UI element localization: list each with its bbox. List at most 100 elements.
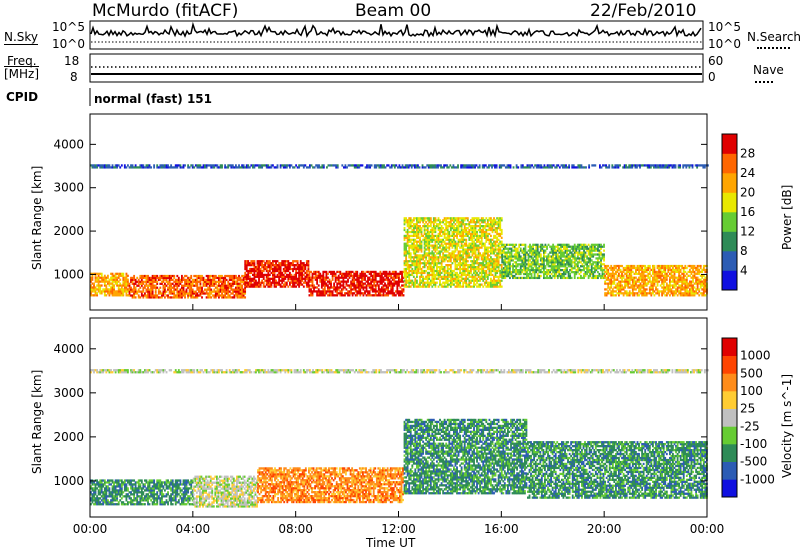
echo-cell — [529, 255, 531, 258]
echo-cell — [586, 272, 589, 276]
echo-cell — [506, 269, 508, 272]
echo-cell — [428, 285, 431, 288]
echo-cell — [652, 266, 654, 270]
echo-cell — [348, 294, 351, 297]
echo-cell — [471, 262, 474, 265]
echo-cell — [185, 274, 188, 278]
echo-cell — [457, 217, 460, 220]
echo-cell — [494, 219, 497, 222]
echo-cell — [432, 252, 435, 255]
echo-cell — [645, 278, 648, 281]
echo-cell — [290, 273, 293, 277]
echo-cell — [405, 277, 408, 280]
echo-cell — [156, 276, 159, 280]
echo-cell — [256, 264, 259, 267]
echo-cell — [436, 262, 438, 265]
echo-cell — [131, 282, 134, 285]
echo-cell — [125, 284, 128, 287]
echo-cell — [566, 259, 568, 262]
echo-cell — [593, 243, 596, 246]
echo-cell — [310, 292, 312, 295]
echo-cell — [513, 276, 516, 280]
echo-cell — [320, 286, 323, 289]
echo-cell — [429, 281, 432, 284]
echo-cell — [485, 258, 488, 261]
echo-cell — [607, 290, 610, 293]
echo-cell — [432, 244, 435, 247]
echo-cell — [445, 285, 448, 288]
echo-cell — [440, 221, 443, 224]
echo-cell — [436, 273, 438, 277]
echo-cell — [406, 219, 409, 222]
echo-cell — [113, 280, 115, 283]
echo-cell — [299, 273, 302, 277]
echo-cell — [384, 270, 386, 274]
echo-cell — [576, 257, 579, 260]
echo-cell — [276, 264, 279, 267]
echo-cell — [529, 271, 531, 274]
echo-cell — [90, 292, 92, 295]
echo-cell — [409, 227, 412, 230]
echo-cell — [485, 240, 488, 243]
echo-cell — [305, 269, 308, 273]
echo-cell — [281, 260, 284, 263]
echo-cell — [468, 236, 471, 239]
echo-cell — [652, 288, 654, 291]
echo-cell — [463, 279, 466, 282]
echo-cell — [405, 248, 408, 251]
echo-cell — [479, 219, 482, 222]
echo-cell — [494, 285, 497, 288]
echo-cell — [600, 265, 602, 268]
echo-cell — [419, 258, 421, 261]
echo-cell — [419, 285, 421, 288]
echo-cell — [387, 280, 390, 283]
echo-cell — [473, 271, 475, 275]
echo-cell — [122, 276, 125, 279]
echo-cell — [494, 246, 497, 249]
echo-cell — [631, 290, 634, 293]
echo-cell — [148, 276, 151, 280]
echo-cell — [213, 294, 216, 297]
echo-cell — [439, 266, 441, 269]
echo-cell — [388, 282, 391, 285]
echo-cell — [553, 245, 556, 248]
echo-cell — [473, 267, 475, 271]
echo-cell — [653, 294, 656, 297]
echo-cell — [638, 284, 640, 287]
echo-cell — [460, 271, 463, 275]
echo-cell — [440, 238, 443, 241]
echo-cell — [99, 290, 102, 293]
echo-cell — [225, 288, 228, 291]
echo-cell — [445, 217, 448, 220]
echo-cell — [371, 274, 374, 277]
echo-cell — [493, 283, 495, 286]
echo-cell — [527, 259, 530, 262]
echo-cell — [473, 246, 475, 249]
echo-cell — [644, 278, 647, 281]
echo-cell — [561, 253, 564, 256]
echo-cell — [426, 254, 429, 257]
echo-cell — [538, 245, 541, 248]
echo-cell — [641, 294, 644, 297]
echo-cell — [638, 268, 640, 272]
echo-cell — [148, 292, 151, 295]
echo-cell — [111, 290, 114, 293]
echo-cell — [323, 278, 326, 281]
echo-cell — [448, 264, 451, 267]
echo-cell — [133, 282, 136, 285]
echo-cell — [642, 288, 645, 291]
echo-cell — [314, 286, 317, 289]
echo-cell — [225, 296, 228, 299]
echo-cell — [385, 278, 388, 281]
echo-cell — [593, 269, 596, 272]
echo-cell — [504, 257, 507, 260]
echo-cell — [190, 274, 193, 278]
echo-cell — [381, 280, 383, 283]
echo-cell — [242, 294, 245, 297]
echo-cell — [477, 269, 480, 273]
echo-cell — [549, 274, 552, 278]
echo-cell — [480, 219, 483, 222]
echo-cell — [581, 265, 584, 268]
echo-cell — [128, 292, 131, 295]
echo-cell — [432, 269, 435, 273]
